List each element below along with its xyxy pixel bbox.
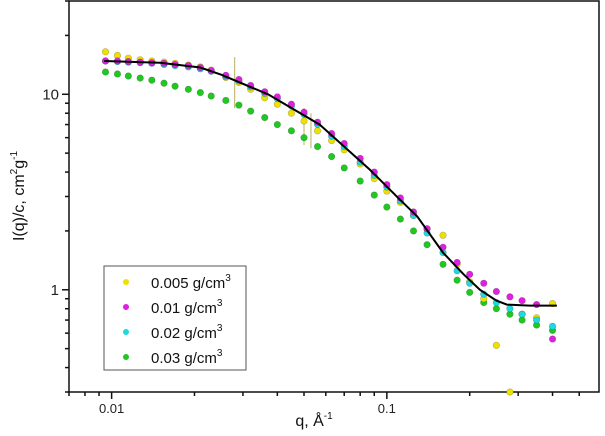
data-point-series-2	[466, 270, 474, 278]
data-points	[101, 48, 557, 396]
data-point-series-3	[506, 305, 514, 313]
data-point-series-1	[287, 109, 296, 117]
data-point-series-2	[506, 293, 514, 301]
data-point-series-4	[492, 305, 500, 313]
data-point-series-4	[300, 134, 308, 142]
legend-marker	[123, 304, 129, 310]
legend-label: 0.01 g/cm3	[151, 298, 223, 317]
data-point-series-4	[439, 260, 447, 268]
data-point-series-4	[136, 74, 144, 82]
data-point-series-3	[518, 310, 526, 318]
data-point-series-2	[492, 287, 500, 296]
legend-label: 0.03 g/cm3	[151, 348, 223, 367]
x-tick-label: 0.01	[99, 401, 124, 416]
data-point-series-4	[196, 88, 204, 97]
data-point-series-2	[548, 335, 557, 343]
data-point-series-4	[466, 288, 474, 296]
data-point-series-3	[532, 316, 541, 324]
data-point-series-1	[439, 231, 447, 239]
legend-marker	[123, 354, 129, 360]
data-point-series-4	[148, 76, 156, 84]
tick-labels: 0.01 0.1 1 10	[42, 86, 396, 416]
data-point-series-1	[313, 127, 322, 135]
data-point-series-2	[453, 258, 461, 267]
axis-ticks	[62, 0, 580, 399]
data-point-series-4	[235, 101, 243, 109]
data-point-series-4	[313, 142, 322, 151]
data-point-series-2	[480, 279, 488, 287]
fit-line	[104, 60, 557, 307]
data-point-series-4	[328, 152, 336, 161]
y-axis-title: I(q)/c, cm2g-1	[9, 151, 28, 241]
data-point-series-4	[273, 120, 281, 129]
legend-marker	[123, 279, 129, 285]
data-point-series-1	[506, 388, 514, 396]
legend-label: 0.02 g/cm3	[151, 323, 223, 342]
data-point-series-4	[356, 177, 364, 185]
x-tick-label: 0.1	[378, 401, 396, 416]
error-bars	[234, 57, 312, 149]
x-axis-title: q, Å-1	[295, 411, 333, 430]
legend-label: 0.005 g/cm3	[151, 273, 231, 292]
data-point-series-3	[548, 322, 557, 330]
data-point-series-1	[300, 117, 308, 125]
data-point-series-4	[383, 203, 391, 211]
data-point-series-4	[247, 107, 255, 115]
legend-marker	[123, 329, 129, 335]
y-tick-label: 10	[42, 86, 59, 103]
data-point-series-4	[409, 227, 418, 235]
data-point-series-4	[287, 127, 296, 135]
data-point-series-4	[207, 92, 215, 100]
data-point-series-4	[423, 241, 431, 249]
data-point-series-4	[184, 85, 192, 93]
data-point-series-4	[222, 96, 230, 105]
data-point-series-1	[492, 341, 500, 349]
data-point-series-4	[171, 82, 179, 90]
data-point-series-4	[113, 70, 122, 78]
data-point-series-4	[160, 79, 168, 87]
data-point-series-4	[261, 113, 269, 122]
data-point-series-4	[453, 276, 461, 284]
legend: 0.005 g/cm3 0.01 g/cm3 0.02 g/cm3 0.03 g/cm…	[103, 265, 247, 371]
y-tick-label: 1	[51, 282, 59, 299]
data-point-series-2	[532, 300, 541, 309]
data-point-series-4	[101, 68, 110, 76]
data-point-series-4	[370, 191, 378, 199]
data-point-series-4	[396, 215, 404, 223]
data-point-series-2	[518, 297, 526, 305]
data-point-series-4	[340, 164, 348, 172]
data-point-series-4	[124, 72, 132, 80]
data-point-series-1	[101, 48, 110, 56]
